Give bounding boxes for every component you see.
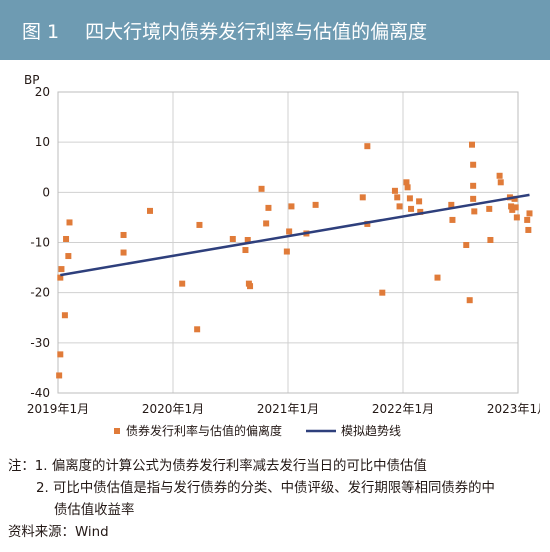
scatter-point [120,231,127,238]
scatter-point [526,210,533,217]
scatter-point [244,236,251,243]
x-tick-label: 2021年1月 [257,402,319,416]
chart-svg: BP 20 10 0 -10 -20 -30 -40 2019年1月 2020年1月 2021年1… [24,73,549,438]
scatter-point [470,182,477,189]
scatter-point [471,208,478,215]
scatter-point [403,179,410,186]
scatter-point [286,228,293,235]
scatter-point [449,216,456,223]
scatter-point [434,274,441,281]
source-note: 资料来源：Wind [8,525,109,540]
grid-layer [57,91,519,394]
scatter-point [512,204,519,211]
scatter-point [416,198,423,205]
scatter-point [396,203,403,210]
legend-trend-label: 模拟趋势线 [341,424,401,438]
scatter-point [404,184,411,191]
trend-line [60,193,530,277]
scatter-point [247,283,254,290]
figure-title: 四大行境内债券发行利率与估值的偏离度 [85,20,428,43]
note-1: 注：1. 偏离度的计算公式为债券发行利率减去发行当日的可比中债估值 [8,459,427,474]
scatter-point [486,205,493,212]
scatter-point [508,203,515,210]
scatter-point [194,326,201,333]
scatter-point [525,226,532,233]
scatter-point [120,249,127,256]
scatter-point [242,247,249,254]
plot-frame [57,91,519,394]
scatter-point [364,143,371,150]
scatter-point [65,253,72,260]
scatter-point [147,207,153,214]
scatter-point [417,208,424,215]
scatter-point [406,195,413,202]
trend-layer [60,193,530,277]
scatter-point [63,235,70,242]
scatter-point [496,172,503,179]
legend-scatter-swatch [114,428,120,434]
scatter-point [283,248,290,255]
scatter-point [57,351,64,358]
y-tick-label: -20 [30,286,50,300]
x-tick-label: 2022年1月 [372,402,434,416]
legend-scatter-label: 债券发行利率与估值的偏离度 [126,423,282,438]
scatter-point [359,194,366,201]
scatter-point [57,274,64,281]
scatter-point [487,236,494,243]
scatter-point [463,242,470,249]
x-tick-label: 2019年1月 [27,402,89,416]
scatter-point [466,297,473,304]
footnotes: 注：1. 偏离度的计算公式为债券发行利率减去发行当日的可比中债估值 2. 可比中… [8,456,548,544]
scatter-point [408,205,415,212]
figure-number: 图 1 [22,20,60,43]
scatter-point [497,179,504,186]
y-tick-label: -10 [30,236,50,250]
scatter-point [263,220,270,227]
points-layer [56,141,533,379]
y-tick-label: 20 [35,85,50,99]
scatter-point [56,372,63,379]
legend: 债券发行利率与估值的偏离度 模拟趋势线 [114,423,401,438]
axis-layer: 20 10 0 -10 -20 -30 -40 2019年1月 2020年1月 2021年1月 20… [27,85,549,416]
y-tick-label: 10 [35,135,50,149]
scatter-point [469,141,475,148]
note-2: 2. 可比中债估值是指与发行债券的分类、中债评级、发行期限等相同债券的中 [36,481,495,496]
y-tick-label: 0 [42,185,50,199]
scatter-point [379,289,386,296]
scatter-point [513,214,520,221]
scatter-point [179,280,186,287]
scatter-point [58,266,65,273]
scatter-point [196,221,203,228]
scatter-point [66,219,73,226]
scatter-point [258,185,265,192]
figure-header: 图 1 四大行境内债券发行利率与估值的偏离度 [0,0,550,60]
scatter-point [229,235,236,242]
x-tick-label: 2023年1月 [487,402,540,416]
scatter-point [312,201,319,208]
chart-area: BP 20 10 0 -10 -20 -30 -40 2019年1月 2020年1月 2021年1… [10,68,549,451]
scatter-point [394,194,401,201]
scatter-point [61,312,68,319]
y-axis-unit-label: BP [24,73,39,87]
scatter-point [364,220,371,227]
scatter-point [448,201,455,208]
scatter-point [509,206,516,213]
scatter-point [391,187,398,194]
note-2-continued: 债估值收益率 [54,503,135,518]
scatter-point [524,216,531,223]
scatter-point [288,203,295,210]
scatter-point [470,195,477,202]
scatter-point [470,161,477,168]
x-tick-label: 2020年1月 [142,402,204,416]
scatter-point [511,195,518,202]
y-tick-label: -40 [30,386,50,400]
y-tick-label: -30 [30,336,50,350]
scatter-point [265,204,272,211]
